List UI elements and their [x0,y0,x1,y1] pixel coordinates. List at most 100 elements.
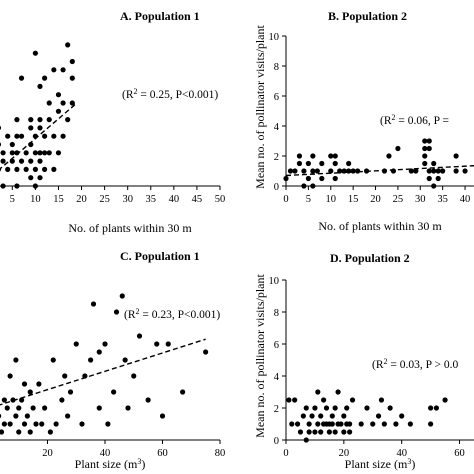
data-point [73,341,79,347]
data-point [329,421,335,427]
data-point [381,421,387,427]
y-tick-label: 0 [274,436,279,447]
x-tick-label: 45 [192,194,203,205]
data-point [335,389,341,395]
data-point [315,421,321,427]
data-point [62,373,68,379]
data-point [310,168,316,174]
data-point [180,389,186,395]
data-point [21,381,28,387]
data-point [42,166,48,172]
data-point [332,405,338,411]
data-point [42,75,48,81]
y-tick-label: 8 [274,62,279,73]
data-point [407,421,413,427]
data-point [440,168,446,174]
data-point [287,168,294,174]
data-point [431,168,437,174]
data-point [105,421,111,427]
data-point [24,413,30,419]
data-point [14,133,20,139]
data-point [69,100,75,106]
data-point [346,168,352,174]
data-point [462,168,468,174]
stats-annotation: (R2 = 0.23, P<0.001) [124,307,220,322]
data-point [69,58,75,65]
x-tick-label: 30 [415,194,426,205]
x-axis-label: No. of plants within 30 m [68,221,192,235]
data-point [9,141,15,148]
data-point [0,158,6,164]
x-tick-label: 20 [42,448,53,459]
data-point [18,75,25,81]
data-point [203,349,209,355]
data-point [111,389,117,395]
data-point [0,413,2,419]
data-point [46,117,52,123]
stats-annotation: (R2 = 0.03, P > 0.0 [372,357,458,372]
x-tick-label: 30 [122,194,133,205]
data-point [28,141,34,148]
data-point [0,183,6,189]
data-point [82,373,88,379]
data-point [312,405,318,411]
data-point [390,168,397,174]
data-point [9,158,15,164]
data-point [37,150,43,156]
x-tick-label: 15 [53,194,64,205]
data-point [33,421,39,427]
data-point [296,153,303,159]
y-tick-label: 4 [274,122,280,133]
data-point [296,160,303,167]
x-tick-label: 40 [460,194,471,205]
data-point [381,168,388,174]
data-point [300,413,306,419]
data-point [426,145,432,152]
data-point [14,117,20,123]
data-point [341,168,347,174]
data-point [14,166,20,172]
data-point [378,397,385,403]
data-point [21,421,28,427]
data-point [426,168,432,174]
data-point [0,150,6,156]
y-tick-label: 6 [274,92,279,103]
data-point [55,92,62,98]
panel-title: A. Population 1 [120,9,200,23]
data-point [303,405,309,411]
y-tick-label: 6 [274,340,279,351]
data-point [301,168,307,174]
data-point [145,397,151,403]
data-point [5,133,11,139]
data-point [349,397,356,403]
data-point [347,421,353,427]
data-point [13,357,19,363]
data-point [350,168,356,174]
data-point [306,421,312,427]
data-point [18,158,25,164]
x-tick-label: 20 [76,194,87,205]
data-point [292,397,298,403]
data-point [393,421,399,427]
data-point [442,397,448,403]
x-tick-label: 40 [396,448,407,459]
data-point [65,117,71,123]
data-point [387,405,393,411]
data-point [341,413,347,419]
panel-title: B. Population 2 [328,9,407,23]
data-point [27,429,33,435]
data-point [119,293,125,299]
data-point [310,183,316,189]
data-point [344,405,350,411]
data-point [16,405,22,411]
data-point [28,125,34,131]
data-point [1,397,7,403]
data-point [428,405,434,411]
data-point [435,175,441,182]
data-point [13,413,19,419]
data-point [328,153,334,159]
data-point [65,413,71,419]
data-point [69,75,75,81]
x-tick-label: 40 [169,194,180,205]
